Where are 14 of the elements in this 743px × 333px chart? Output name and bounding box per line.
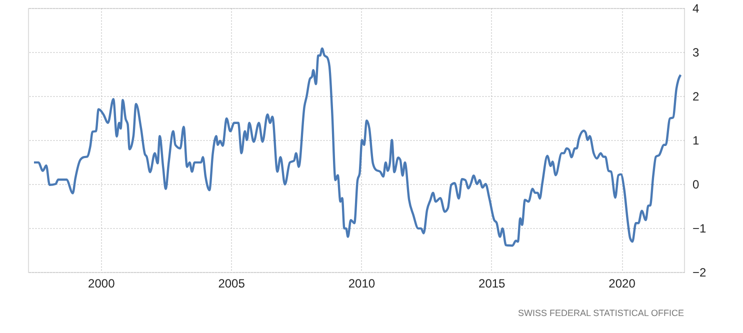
y-tick-label: 2 <box>692 90 700 104</box>
y-tick-label: 0 <box>692 178 700 192</box>
x-tick-label: 2020 <box>608 276 636 290</box>
x-tick-label: 2015 <box>478 276 506 290</box>
text: SWISS FEDERAL STATISTICAL OFFICE <box>518 308 684 318</box>
x-tick-label: 2010 <box>348 276 376 290</box>
y-tick-label: 4 <box>692 2 700 16</box>
line-series <box>32 47 682 247</box>
y-tick-label: −2 <box>692 266 707 280</box>
y-tick-label: 1 <box>692 134 700 148</box>
y-tick-label: −1 <box>692 222 707 236</box>
x-tick-label: 2000 <box>88 276 116 290</box>
x-tick-label: 2005 <box>218 276 246 290</box>
y-tick-label: 3 <box>692 46 700 60</box>
